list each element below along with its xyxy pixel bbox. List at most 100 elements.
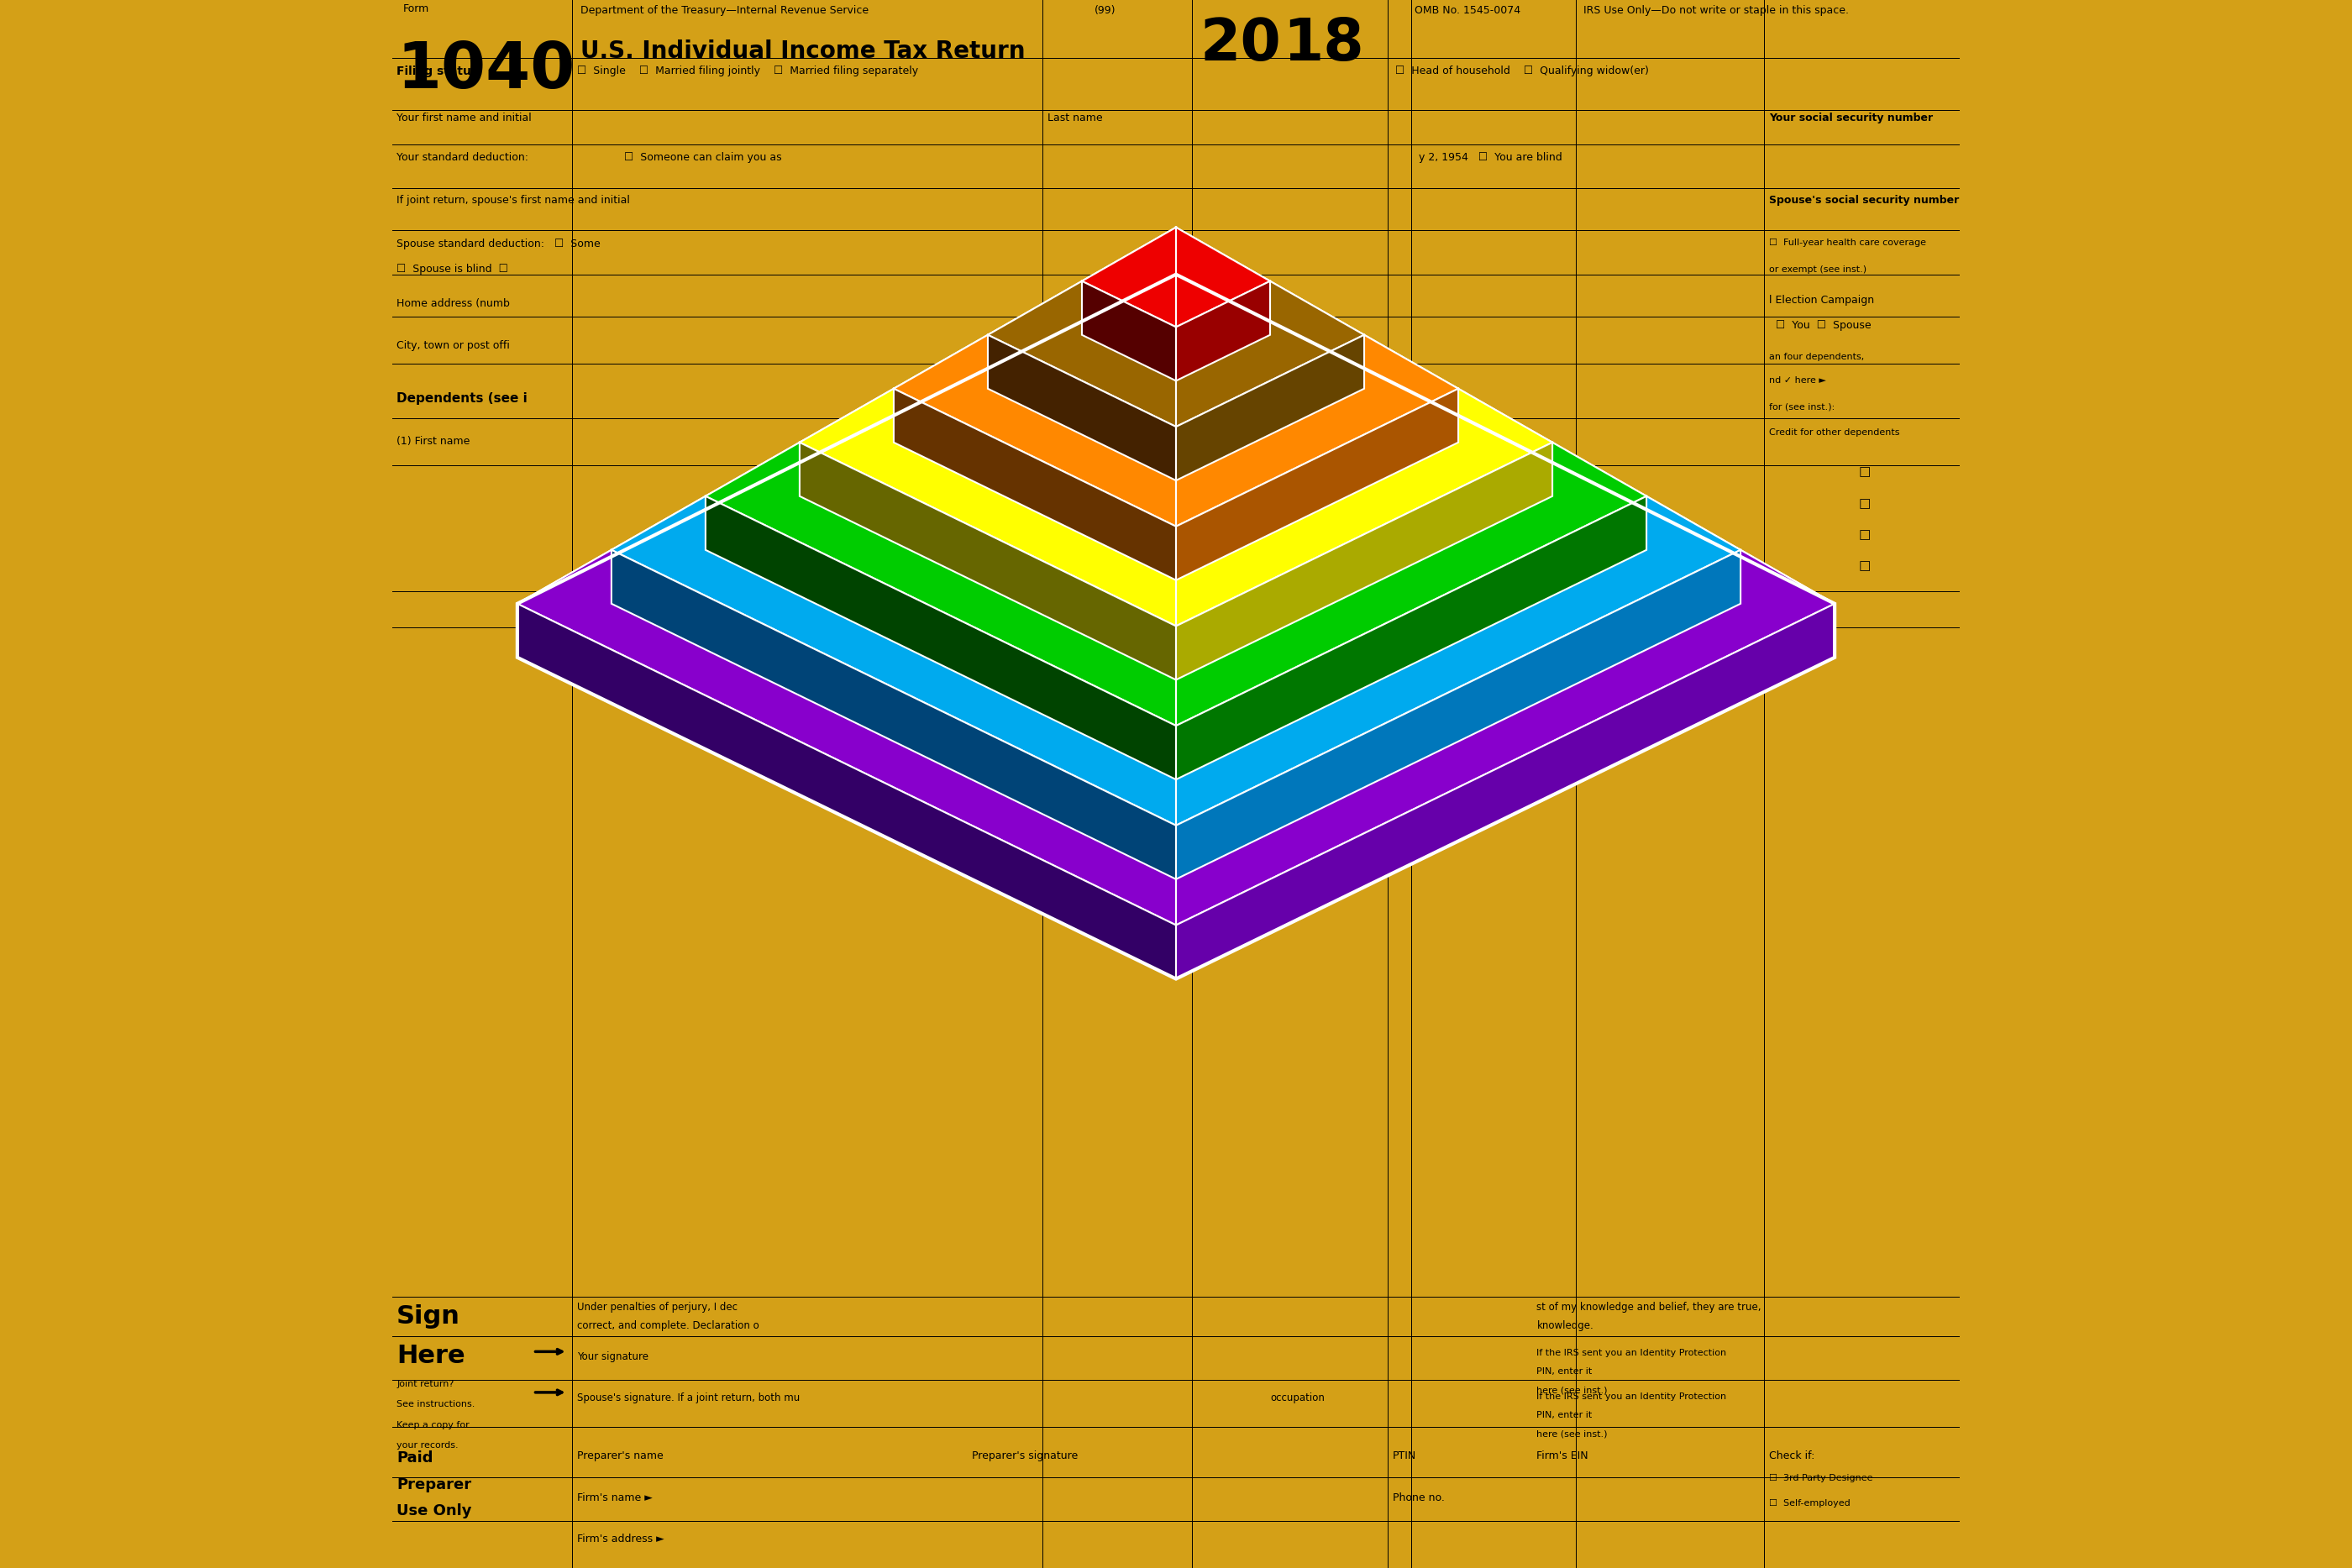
Polygon shape [1176,442,1646,726]
Text: y 2, 1954   ☐  You are blind: y 2, 1954 ☐ You are blind [1418,152,1562,163]
Text: 20: 20 [1200,16,1282,72]
Text: Your standard deduction:: Your standard deduction: [397,152,529,163]
Polygon shape [706,442,1176,726]
Text: ☐  Full-year health care coverage: ☐ Full-year health care coverage [1769,238,1926,246]
Polygon shape [1176,241,1458,389]
Text: PTIN: PTIN [1392,1450,1416,1461]
Text: your records.: your records. [397,1441,459,1449]
Text: Your first name and initial: Your first name and initial [397,113,532,124]
Text: Firm's address ►: Firm's address ► [576,1534,663,1544]
Text: ☐  Spouse is blind  ☐: ☐ Spouse is blind ☐ [397,263,508,274]
Text: Use Only: Use Only [397,1504,473,1519]
Polygon shape [1082,227,1176,281]
Polygon shape [1176,248,1552,442]
Text: Filing status:: Filing status: [397,66,482,77]
Polygon shape [894,336,1176,527]
Text: Joint return?: Joint return? [397,1380,454,1388]
Text: ☐  Self-employed: ☐ Self-employed [1769,1499,1851,1507]
Text: Here: Here [397,1344,466,1369]
Polygon shape [988,336,1176,480]
Polygon shape [1176,336,1364,480]
Text: If joint return, spouse's first name and initial: If joint return, spouse's first name and… [397,194,630,205]
Text: Preparer's name: Preparer's name [576,1450,663,1461]
Polygon shape [1176,227,1270,281]
Text: ☐  Single    ☐  Married filing jointly    ☐  Married filing separately: ☐ Single ☐ Married filing jointly ☐ Marr… [576,66,917,77]
Text: OMB No. 1545-0074: OMB No. 1545-0074 [1414,5,1519,16]
Text: Dependents (see i: Dependents (see i [397,392,527,405]
Polygon shape [988,234,1176,336]
Polygon shape [1176,268,1835,604]
Polygon shape [1176,550,1835,925]
Text: an four dependents,: an four dependents, [1769,353,1863,361]
Text: Spouse's social security number: Spouse's social security number [1769,194,1959,205]
Text: Phone no.: Phone no. [1392,1493,1444,1504]
Text: for (see inst.):: for (see inst.): [1769,403,1835,411]
Polygon shape [800,389,1176,626]
Text: st of my knowledge and belief, they are true,: st of my knowledge and belief, they are … [1536,1301,1762,1312]
Polygon shape [706,254,1176,495]
Text: here (see inst.): here (see inst.) [1536,1430,1609,1438]
Polygon shape [800,442,1176,681]
Polygon shape [1176,254,1646,495]
Polygon shape [1176,604,1835,978]
Polygon shape [517,550,1176,925]
Polygon shape [1176,442,1552,681]
Text: Preparer: Preparer [397,1477,470,1493]
Text: Your signature: Your signature [576,1352,649,1363]
Text: Sign: Sign [397,1305,461,1330]
Text: Paid: Paid [397,1450,433,1466]
Text: Spouse standard deduction:   ☐  Some: Spouse standard deduction: ☐ Some [397,238,600,249]
Text: ☐  You  ☐  Spouse: ☐ You ☐ Spouse [1769,320,1870,331]
Polygon shape [1082,227,1176,328]
Polygon shape [612,550,1176,880]
Text: ☐  Head of household    ☐  Qualifying widow(er): ☐ Head of household ☐ Qualifying widow(e… [1395,66,1649,77]
Text: Home address (numb: Home address (numb [397,298,510,309]
Polygon shape [894,241,1176,389]
Text: or exempt (see inst.): or exempt (see inst.) [1769,265,1867,273]
Polygon shape [1176,495,1740,825]
Text: □: □ [1858,560,1870,572]
Text: Form: Form [402,3,428,14]
Text: Spouse's signature. If a joint return, both mu: Spouse's signature. If a joint return, b… [576,1392,800,1403]
Polygon shape [1176,281,1364,426]
Text: ☐  Someone can claim you as: ☐ Someone can claim you as [623,152,781,163]
Polygon shape [1176,336,1458,527]
Text: Department of the Treasury—Internal Revenue Service: Department of the Treasury—Internal Reve… [581,5,868,16]
Text: City, town or post offi: City, town or post offi [397,340,510,351]
Text: PIN, enter it: PIN, enter it [1536,1411,1592,1419]
Text: knowledge.: knowledge. [1536,1320,1595,1331]
Text: (1) First name: (1) First name [397,436,470,447]
Text: (99): (99) [1094,5,1115,16]
Text: Firm's EIN: Firm's EIN [1536,1450,1588,1461]
Polygon shape [1176,550,1740,880]
Text: If the IRS sent you an Identity Protection: If the IRS sent you an Identity Protecti… [1536,1392,1726,1400]
Text: occupation: occupation [1270,1392,1324,1403]
Polygon shape [1176,495,1646,779]
Polygon shape [1176,389,1552,626]
Polygon shape [800,248,1176,442]
Text: If the IRS sent you an Identity Protection: If the IRS sent you an Identity Protecti… [1536,1348,1726,1356]
Text: Preparer's signature: Preparer's signature [971,1450,1077,1461]
Text: nd ✓ here ►: nd ✓ here ► [1769,376,1825,384]
Text: l Election Campaign: l Election Campaign [1769,295,1875,306]
Polygon shape [517,268,1176,604]
Text: Firm's name ►: Firm's name ► [576,1493,652,1504]
Polygon shape [1176,260,1740,550]
Text: IRS Use Only—Do not write or staple in this space.: IRS Use Only—Do not write or staple in t… [1583,5,1849,16]
Polygon shape [1176,281,1270,381]
Text: 1040: 1040 [397,39,574,102]
Polygon shape [517,604,1176,978]
Text: Credit for other dependents: Credit for other dependents [1769,428,1900,436]
Polygon shape [1082,281,1176,381]
Polygon shape [612,495,1176,825]
Text: Keep a copy for: Keep a copy for [397,1421,470,1428]
Polygon shape [706,495,1176,779]
Text: ☐  3rd Party Designee: ☐ 3rd Party Designee [1769,1474,1872,1482]
Text: correct, and complete. Declaration o: correct, and complete. Declaration o [576,1320,760,1331]
Text: Check if:: Check if: [1769,1450,1813,1461]
Text: U.S. Individual Income Tax Return: U.S. Individual Income Tax Return [581,39,1025,63]
Text: Under penalties of perjury, I dec: Under penalties of perjury, I dec [576,1301,739,1312]
Polygon shape [1176,227,1270,328]
Polygon shape [894,389,1176,580]
Text: 18: 18 [1282,16,1364,72]
